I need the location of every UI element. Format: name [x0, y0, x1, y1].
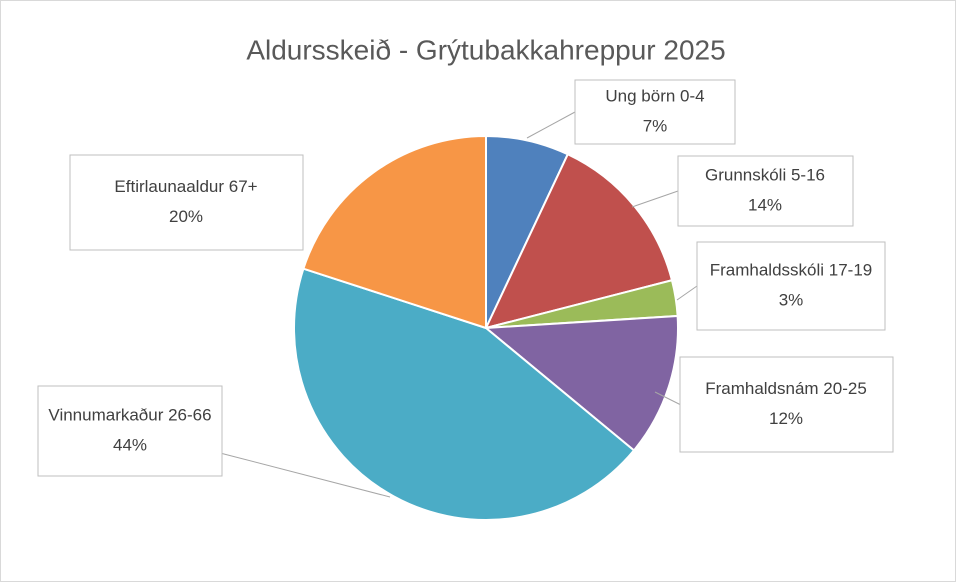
data-label: 12%: [769, 409, 803, 428]
leader-line: [676, 285, 698, 301]
label-box: [696, 241, 886, 331]
pie-slice: [483, 314, 679, 452]
label-box: [677, 155, 854, 227]
data-label: 14%: [748, 195, 782, 214]
data-label-name: Framhaldsnám 20-25: [705, 379, 867, 398]
data-label-name: Vinnumarkaður 26-66: [48, 405, 211, 424]
chart-title: Aldursskeið - Grýtubakkahreppur 2025: [246, 34, 725, 65]
data-label: 20%: [169, 207, 203, 226]
label-box: [679, 356, 894, 453]
pie-slice: [293, 267, 636, 521]
data-label: 44%: [113, 435, 147, 454]
data-label-name: Framhaldsskóli 17-19: [710, 260, 873, 279]
data-label-name: Eftirlaunaaldur 67+: [114, 177, 257, 196]
leader-line: [631, 190, 679, 208]
label-box: [37, 385, 223, 477]
leader-line: [654, 391, 681, 405]
data-label-name: Ung börn 0-4: [605, 86, 704, 105]
label-box: [69, 154, 304, 251]
leader-line: [221, 453, 391, 498]
data-label-name: Grunnskóli 5-16: [705, 165, 825, 184]
label-box: [574, 79, 736, 145]
leader-line: [526, 111, 576, 139]
data-label: 3%: [779, 290, 804, 309]
data-label: 7%: [643, 116, 668, 135]
pie-slice: [484, 152, 674, 330]
pie-slice: [302, 134, 487, 330]
